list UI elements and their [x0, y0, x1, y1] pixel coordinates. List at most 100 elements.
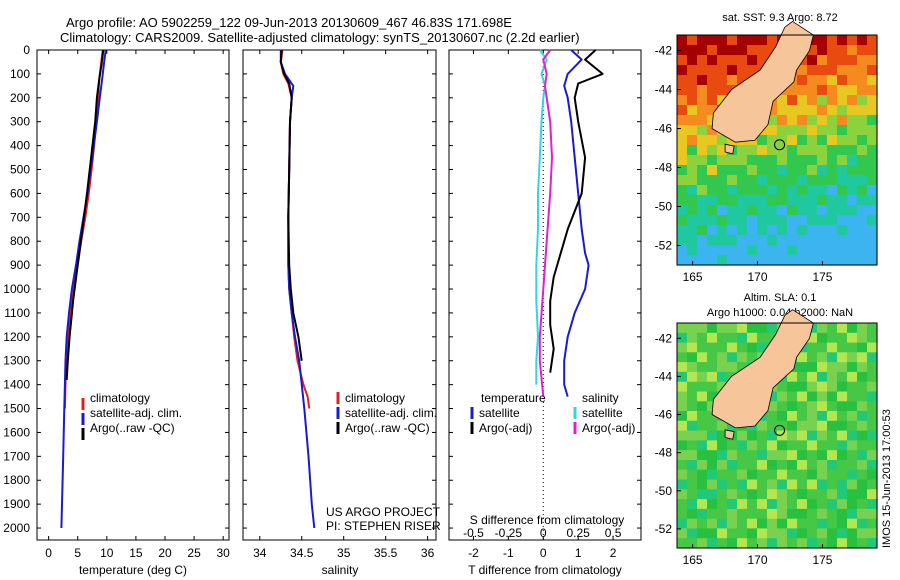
x-tick-label: 30	[217, 546, 231, 560]
map-cell	[827, 165, 838, 176]
map-cell	[757, 255, 768, 266]
map-cell	[817, 175, 828, 186]
map-cell	[737, 75, 748, 86]
map-cell	[827, 518, 838, 530]
map-cell	[757, 469, 768, 481]
legend-label-climatology: climatology	[90, 391, 150, 405]
map-cell	[777, 518, 788, 530]
map-cell	[777, 245, 788, 256]
map-cell	[817, 371, 828, 383]
map-cell	[837, 460, 848, 471]
map-cell	[827, 245, 838, 256]
map-cell	[837, 401, 848, 412]
map-cell	[687, 381, 698, 393]
map-cell	[827, 95, 838, 106]
map-cell	[837, 508, 848, 520]
map-cell	[687, 125, 698, 136]
map-cell	[727, 440, 738, 451]
map-cell	[777, 489, 788, 500]
map-cell	[757, 55, 768, 66]
map-cell	[807, 205, 818, 216]
map-cell	[697, 185, 708, 196]
map-cell	[697, 518, 708, 530]
map-cell	[737, 518, 748, 530]
x-tick-label: 35.5	[374, 546, 398, 560]
map-cell	[767, 45, 778, 56]
map-cell	[777, 499, 788, 510]
lat-tick-label: -50	[655, 484, 673, 498]
map-cell	[697, 538, 708, 549]
map-cell	[787, 215, 798, 226]
map-cell	[697, 55, 708, 66]
map-cell	[837, 205, 848, 216]
map-cell	[687, 115, 698, 126]
map-cell	[687, 391, 698, 402]
map-cell	[727, 469, 738, 481]
map-cell	[847, 401, 858, 412]
map-cell	[677, 185, 688, 196]
map-cell	[867, 95, 878, 106]
map-cell	[747, 235, 758, 246]
map-cell	[687, 460, 698, 471]
map-cell	[817, 245, 828, 256]
map-cell	[707, 255, 718, 266]
map-cell	[787, 235, 798, 246]
map-cell	[827, 362, 838, 373]
pi-note: PI: STEPHEN RISER	[326, 519, 441, 533]
y-tick-label: 500	[10, 163, 30, 177]
map-cell	[847, 105, 858, 116]
legend-label-argo: Argo(..raw -QC)	[345, 421, 430, 435]
map-cell	[867, 55, 878, 66]
map-cell	[677, 145, 688, 156]
map-cell	[727, 499, 738, 510]
map-cell	[747, 155, 758, 166]
map-cell	[777, 479, 788, 490]
map-cell	[797, 75, 808, 86]
map-cell	[797, 225, 808, 236]
map-cell	[707, 508, 718, 520]
map-cell	[767, 125, 778, 136]
map-cell	[787, 420, 798, 432]
map-cell	[687, 175, 698, 186]
map-cell	[687, 215, 698, 226]
map-cell	[787, 518, 798, 530]
map-cell	[747, 175, 758, 186]
map-cell	[737, 469, 748, 481]
map-cell	[807, 440, 818, 451]
map-cell	[847, 362, 858, 373]
map-cell	[707, 381, 718, 393]
map-cell	[847, 323, 858, 334]
lat-tick-label: -48	[655, 446, 673, 460]
map-cell	[837, 332, 848, 344]
map-cell	[757, 489, 768, 500]
map-cell	[827, 255, 838, 266]
map-cell	[687, 205, 698, 216]
map-cell	[797, 489, 808, 500]
map-cell	[677, 323, 688, 334]
map-cell	[687, 95, 698, 106]
map-cell	[847, 508, 858, 520]
map-cell	[827, 55, 838, 66]
y-tick-label: 1800	[3, 473, 30, 487]
map-cell	[857, 185, 868, 196]
y-tick-label: 200	[10, 91, 30, 105]
map-cell	[687, 255, 698, 266]
map-cell	[687, 371, 698, 383]
map-cell	[707, 115, 718, 126]
map-cell	[807, 115, 818, 126]
map-cell	[717, 460, 728, 471]
map-cell	[857, 440, 868, 451]
map-cell	[867, 255, 878, 266]
map-cell	[867, 85, 878, 96]
map-cell	[827, 185, 838, 196]
map-cell	[837, 165, 848, 176]
map-cell	[697, 460, 708, 471]
map-cell	[847, 420, 858, 432]
map-cell	[857, 508, 868, 520]
map-cell	[787, 105, 798, 116]
map-cell	[837, 225, 848, 236]
map-cell	[677, 215, 688, 226]
map-cell	[697, 420, 708, 432]
map-cell	[807, 460, 818, 471]
map-cell	[847, 45, 858, 56]
